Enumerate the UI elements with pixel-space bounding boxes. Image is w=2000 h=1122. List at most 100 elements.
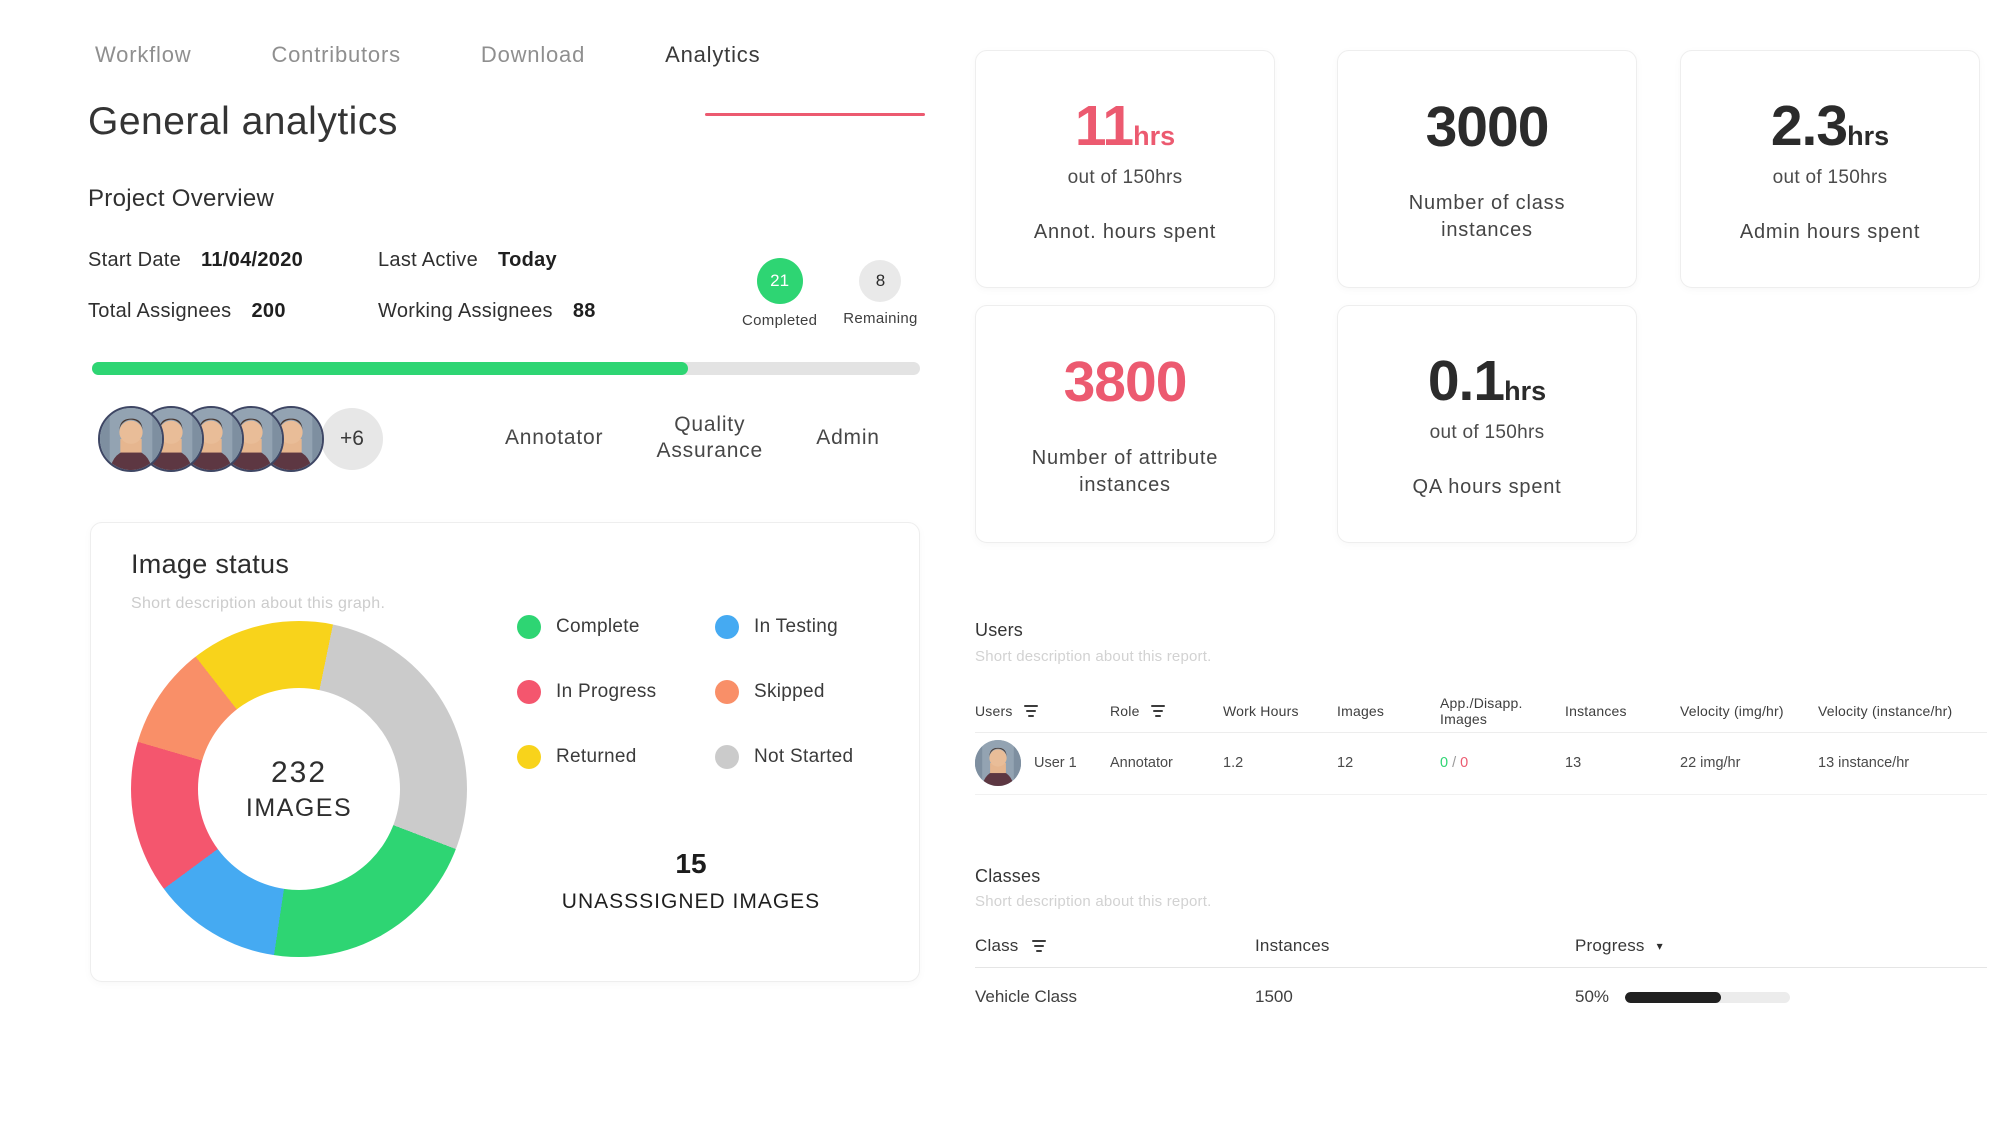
legend-label: In Testing xyxy=(754,616,838,637)
legend-label: Not Started xyxy=(754,746,854,767)
legend-item-returned[interactable]: Returned xyxy=(517,745,707,769)
stat-subtext: out of 150hrs xyxy=(1429,421,1545,443)
completed-label: Completed xyxy=(742,312,818,329)
legend-item-complete[interactable]: Complete xyxy=(517,615,707,639)
remaining-badge: 8 Remaining xyxy=(843,258,917,329)
class-progress-fill xyxy=(1625,991,1721,1003)
overall-progress-bar xyxy=(92,362,920,375)
legend-label: Returned xyxy=(556,746,637,767)
donut-center-label: IMAGES xyxy=(245,793,353,822)
col-label: Velocity (instance/hr) xyxy=(1818,703,1953,719)
tab-analytics[interactable]: Analytics xyxy=(665,42,761,67)
page-title: General analytics xyxy=(88,100,398,143)
classes-table-row[interactable]: Vehicle Class 1500 50% xyxy=(975,967,1987,1027)
stat-unit: hrs xyxy=(1504,375,1547,406)
legend-dot-in-testing xyxy=(715,615,739,639)
image-status-card: Image status Short description about thi… xyxy=(90,522,920,982)
more-avatars-badge[interactable]: +6 xyxy=(321,408,383,470)
col-label: Progress xyxy=(1575,936,1645,955)
image-status-subtitle: Short description about this graph. xyxy=(131,595,386,612)
legend-item-in-progress[interactable]: In Progress xyxy=(517,680,707,704)
field-label: Last Active xyxy=(378,249,479,271)
filter-icon[interactable] xyxy=(1150,704,1166,718)
field-label: Start Date xyxy=(88,249,182,271)
col-label: App./Disapp. Images xyxy=(1440,695,1523,727)
stat-value-row: 0.1 hrs xyxy=(1428,348,1546,414)
field-value: Today xyxy=(498,249,557,271)
legend-item-in-testing[interactable]: In Testing xyxy=(715,615,853,639)
class-progress-percent: 50% xyxy=(1575,987,1610,1006)
legend-dot-returned xyxy=(517,745,541,769)
stat-label: QA hours spent xyxy=(1412,475,1562,498)
approved-count: 0 xyxy=(1440,755,1449,771)
legend-item-not-started[interactable]: Not Started xyxy=(715,745,853,769)
completed-badge: 21 Completed xyxy=(742,258,817,329)
col-label: Velocity (img/hr) xyxy=(1680,703,1784,719)
stat-label: Annot. hours spent xyxy=(1033,220,1217,243)
stat-value: 0.1 xyxy=(1427,348,1505,413)
completion-badges: 21 Completed 8 Remaining xyxy=(742,258,918,329)
classes-section-title: Classes xyxy=(975,866,1041,886)
stat-value-row: 3000 xyxy=(1425,94,1550,160)
project-overview-fields: Start Date 11/04/2020 Last Active Today … xyxy=(88,235,688,337)
user-velocity-img: 22 img/hr xyxy=(1680,755,1741,771)
col-app-disapp: App./Disapp. Images xyxy=(1440,695,1565,727)
field-last-active: Last Active Today xyxy=(378,249,557,272)
role-tab-annotator[interactable]: Annotator xyxy=(505,426,604,450)
users-section-title: Users xyxy=(975,620,1024,640)
field-label: Total Assignees xyxy=(88,300,232,322)
col-velocity-instance: Velocity (instance/hr) xyxy=(1818,703,1987,719)
stat-subtext: out of 150hrs xyxy=(1067,166,1183,188)
stat-card-admin-hours: 2.3 hrs out of 150hrs Admin hours spent xyxy=(1680,50,1980,288)
tab-download[interactable]: Download xyxy=(480,42,586,67)
filter-icon[interactable] xyxy=(1031,939,1047,953)
stat-value-row: 3800 xyxy=(1064,349,1188,415)
stat-label: Number of class instances xyxy=(1408,192,1566,241)
stat-label: Number of attribute instances xyxy=(1031,447,1219,496)
stat-unit: hrs xyxy=(1133,120,1176,151)
col-label: Work Hours xyxy=(1223,703,1299,719)
stat-value-row: 11 hrs xyxy=(1075,93,1175,159)
role-tab-admin[interactable]: Admin xyxy=(816,426,880,450)
col-label: Instances xyxy=(1255,936,1330,955)
stat-card-annot-hours: 11 hrs out of 150hrs Annot. hours spent xyxy=(975,50,1275,288)
remaining-count: 8 xyxy=(859,260,902,302)
legend-dot-complete xyxy=(517,615,541,639)
col-progress: Progress ▾ xyxy=(1575,936,1987,956)
classes-table-header: Class Instances Progress ▾ xyxy=(975,925,1987,968)
stat-label: Admin hours spent xyxy=(1739,220,1921,243)
col-label: Users xyxy=(975,703,1013,719)
field-value: 11/04/2020 xyxy=(201,249,304,271)
sort-arrow-icon[interactable]: ▾ xyxy=(1656,939,1663,953)
col-role: Role xyxy=(1110,703,1223,719)
avatar xyxy=(98,406,164,472)
active-tab-underline xyxy=(705,113,925,116)
user-app-disapp: 0 / 0 xyxy=(1440,755,1565,771)
col-users: Users xyxy=(975,703,1110,719)
image-status-title: Image status xyxy=(131,549,290,579)
user-avatar xyxy=(975,740,1021,786)
filter-icon[interactable] xyxy=(1023,704,1039,718)
image-status-donut-chart: 232 IMAGES xyxy=(131,621,467,957)
classes-section-subtitle: Short description about this report. xyxy=(975,893,1212,910)
col-velocity-img: Velocity (img/hr) xyxy=(1680,703,1818,719)
disapproved-count: 0 xyxy=(1460,755,1469,771)
users-table-row[interactable]: User 1 Annotator 1.2 12 0 / 0 13 22 img/… xyxy=(975,732,1987,795)
role-tab-quality-assurance[interactable]: Quality Assurance xyxy=(647,412,772,465)
user-velocity-instance: 13 instance/hr xyxy=(1818,755,1910,771)
top-nav: Workflow Contributors Download Analytics xyxy=(95,42,760,68)
class-progress-bar xyxy=(1625,991,1791,1003)
completed-count: 21 xyxy=(756,258,803,304)
stat-value: 3000 xyxy=(1425,95,1550,159)
legend-label: In Progress xyxy=(556,681,657,702)
tab-contributors[interactable]: Contributors xyxy=(271,42,401,67)
role-tabs: Annotator Quality Assurance Admin xyxy=(505,412,925,465)
legend-item-skipped[interactable]: Skipped xyxy=(715,680,853,704)
tab-workflow[interactable]: Workflow xyxy=(95,42,192,67)
unassigned-images-label: UNASSSIGNED IMAGES xyxy=(561,890,821,913)
stat-subtext: out of 150hrs xyxy=(1772,166,1888,188)
stat-card-attribute-instances: 3800 Number of attribute instances xyxy=(975,305,1275,543)
class-name: Vehicle Class xyxy=(975,987,1078,1006)
legend-dot-skipped xyxy=(715,680,739,704)
col-label: Images xyxy=(1337,703,1385,719)
